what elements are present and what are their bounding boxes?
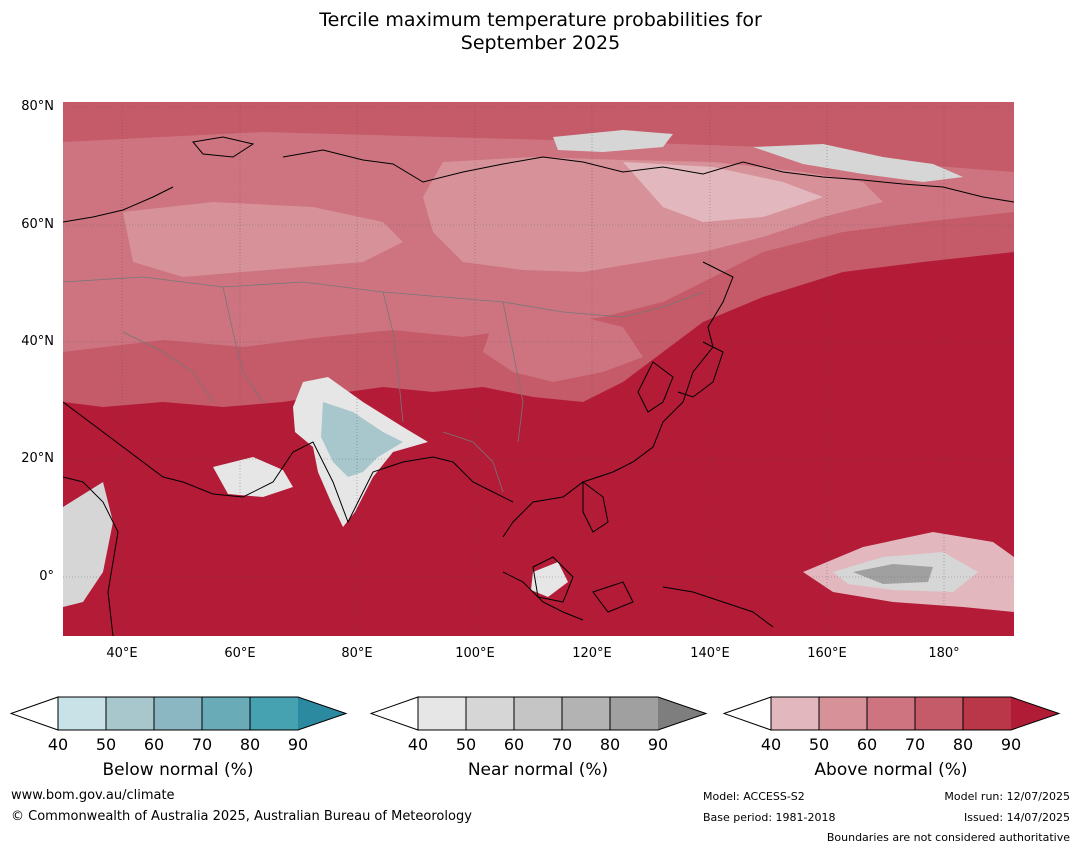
near-normal-tick-60: 60 bbox=[503, 735, 525, 754]
probability-map-canvas bbox=[63, 102, 1014, 636]
country-boundaries bbox=[63, 276, 704, 493]
borneo-near-normal-zone bbox=[531, 562, 568, 597]
above-normal-upper-extension bbox=[1011, 697, 1059, 730]
below-normal-swatch-40 bbox=[58, 697, 106, 730]
near-normal-title: Near normal (%) bbox=[467, 760, 609, 780]
above-normal-swatch-70 bbox=[915, 697, 963, 730]
below-normal-upper-extension bbox=[298, 697, 346, 730]
west-siberia-50pct-zone bbox=[123, 202, 403, 277]
below-normal-tick-80: 80 bbox=[239, 735, 261, 754]
arctic-near-normal-zone bbox=[553, 130, 673, 152]
above-normal-title: Above normal (%) bbox=[814, 760, 968, 780]
graticule bbox=[63, 102, 1014, 636]
east-africa-near-normal-zone bbox=[63, 482, 113, 607]
india-below-normal-core bbox=[321, 402, 403, 477]
above-normal-tick-50: 50 bbox=[808, 735, 830, 754]
below-normal-tick-90: 90 bbox=[287, 735, 309, 754]
below-normal-swatch-70 bbox=[202, 697, 250, 730]
lon-label-140e: 140°E bbox=[690, 646, 730, 661]
model-name: Model: ACCESS-S2 bbox=[703, 790, 805, 803]
lat-label-0: 0° bbox=[39, 569, 54, 584]
below-normal-tick-50: 50 bbox=[95, 735, 117, 754]
above-normal-swatch-80 bbox=[963, 697, 1011, 730]
above-normal-tick-60: 60 bbox=[856, 735, 878, 754]
above-normal-tick-70: 70 bbox=[904, 735, 926, 754]
map-title: Tercile maximum temperature probabilitie… bbox=[0, 9, 1081, 55]
near-normal-colorbar-outline bbox=[417, 696, 708, 731]
below-normal-colorbar-outline bbox=[57, 696, 348, 731]
pacific-near-normal-core bbox=[853, 564, 933, 584]
below-normal-tick-40: 40 bbox=[47, 735, 69, 754]
near-normal-tick-90: 90 bbox=[647, 735, 669, 754]
near-normal-upper-extension bbox=[658, 697, 706, 730]
near-normal-tick-70: 70 bbox=[551, 735, 573, 754]
near-normal-swatch-80 bbox=[610, 697, 658, 730]
lon-label-180: 180° bbox=[928, 646, 960, 661]
near-normal-tick-80: 80 bbox=[599, 735, 621, 754]
above-normal-swatch-50 bbox=[819, 697, 867, 730]
below-normal-swatch-60 bbox=[154, 697, 202, 730]
near-normal-swatch-70 bbox=[562, 697, 610, 730]
below-normal-colorbar bbox=[10, 696, 348, 731]
above-normal-colorbar bbox=[723, 696, 1061, 731]
east-asia-60pct-zone bbox=[483, 312, 643, 382]
lon-label-120e: 120°E bbox=[572, 646, 612, 661]
map-title-line2: September 2025 bbox=[460, 32, 621, 54]
issued-date: Issued: 14/07/2025 bbox=[963, 811, 1070, 824]
lat-label-60n: 60°N bbox=[21, 217, 54, 232]
near-normal-tick-50: 50 bbox=[455, 735, 477, 754]
below-normal-tick-60: 60 bbox=[143, 735, 165, 754]
website-link[interactable]: www.bom.gov.au/climate bbox=[11, 788, 175, 803]
above-normal-lower-extension bbox=[723, 696, 772, 731]
probability-map bbox=[63, 102, 1014, 636]
near-normal-colorbar bbox=[370, 696, 708, 731]
near-normal-lower-extension bbox=[370, 696, 419, 731]
below-normal-tick-70: 70 bbox=[191, 735, 213, 754]
near-normal-swatch-40 bbox=[418, 697, 466, 730]
above-normal-swatch-60 bbox=[867, 697, 915, 730]
above-normal-swatch-40 bbox=[771, 697, 819, 730]
below-normal-lower-extension bbox=[10, 696, 59, 731]
near-normal-tick-40: 40 bbox=[407, 735, 429, 754]
above-normal-tick-90: 90 bbox=[1000, 735, 1022, 754]
lon-label-40e: 40°E bbox=[106, 646, 138, 661]
copyright-notice: © Commonwealth of Australia 2025, Austra… bbox=[11, 809, 472, 824]
lat-label-40n: 40°N bbox=[21, 334, 54, 349]
near-normal-swatch-60 bbox=[514, 697, 562, 730]
near-normal-swatch-50 bbox=[466, 697, 514, 730]
east-siberia-near-normal-zone bbox=[753, 144, 963, 182]
lat-label-20n: 20°N bbox=[21, 451, 54, 466]
boundaries-disclaimer: Boundaries are not considered authoritat… bbox=[826, 831, 1070, 844]
above-normal-tick-80: 80 bbox=[952, 735, 974, 754]
lat-label-80n: 80°N bbox=[21, 99, 54, 114]
coastlines bbox=[63, 136, 1014, 636]
base-period: Base period: 1981-2018 bbox=[703, 811, 836, 824]
above-normal-colorbar-outline bbox=[770, 696, 1061, 731]
arabian-sea-near-normal-zone bbox=[213, 457, 293, 497]
arctic-40pct-zone bbox=[623, 162, 823, 222]
below-normal-swatch-80 bbox=[250, 697, 298, 730]
above-normal-tick-40: 40 bbox=[760, 735, 782, 754]
lon-label-60e: 60°E bbox=[224, 646, 256, 661]
model-run-date: Model run: 12/07/2025 bbox=[944, 790, 1070, 803]
below-normal-swatch-50 bbox=[106, 697, 154, 730]
lon-label-100e: 100°E bbox=[455, 646, 495, 661]
lon-label-80e: 80°E bbox=[341, 646, 373, 661]
below-normal-title: Below normal (%) bbox=[102, 760, 254, 780]
lon-label-160e: 160°E bbox=[807, 646, 847, 661]
map-title-line1: Tercile maximum temperature probabilitie… bbox=[319, 9, 762, 31]
